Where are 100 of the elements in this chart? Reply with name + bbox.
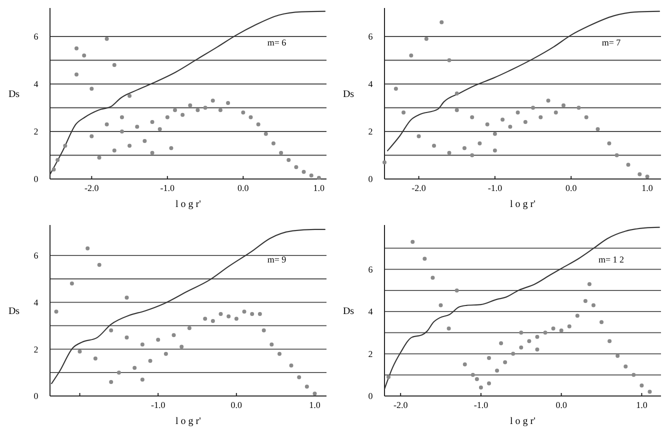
point <box>258 312 262 316</box>
point <box>172 108 177 112</box>
point <box>523 120 528 124</box>
point <box>462 362 467 366</box>
point <box>109 380 114 384</box>
point <box>543 330 548 335</box>
point <box>203 106 208 110</box>
point <box>90 86 94 91</box>
point <box>135 124 140 129</box>
point <box>410 240 415 244</box>
point <box>112 63 116 67</box>
point <box>148 358 152 363</box>
point <box>546 98 550 103</box>
point <box>447 58 452 62</box>
point <box>432 144 436 148</box>
line-series <box>384 226 660 390</box>
point <box>616 354 620 358</box>
point <box>250 312 254 316</box>
point <box>86 246 90 250</box>
point <box>531 106 536 110</box>
point <box>454 92 459 96</box>
y-tick-label: 4 <box>34 79 39 90</box>
point <box>562 103 566 108</box>
point <box>187 326 192 330</box>
point <box>485 122 490 126</box>
point <box>508 124 512 129</box>
y-tick-label: 0 <box>368 174 374 184</box>
point <box>302 170 306 174</box>
point <box>150 120 154 124</box>
point <box>516 110 520 114</box>
point <box>218 108 222 112</box>
y-tick-label: 0 <box>34 391 39 402</box>
point <box>169 146 174 150</box>
point <box>234 316 238 321</box>
point <box>438 303 443 308</box>
point <box>551 326 556 330</box>
x-tick-label: -1.0 <box>488 183 503 193</box>
x-tick-label: -1.0 <box>160 183 176 193</box>
annotation: m= 6 <box>267 38 287 48</box>
point <box>120 115 124 120</box>
point <box>559 328 564 333</box>
point <box>140 378 144 382</box>
y-axis-title: Ds <box>8 89 20 100</box>
point <box>142 139 147 143</box>
point <box>52 168 56 172</box>
point <box>226 314 231 318</box>
y-tick-label: 2 <box>368 348 373 359</box>
point <box>648 390 652 394</box>
x-axis-title: l o g r' <box>176 416 202 427</box>
point <box>172 333 176 338</box>
point <box>304 384 309 389</box>
y-tick-label: 2 <box>34 344 38 354</box>
y-tick-label: 2 <box>34 126 38 137</box>
x-tick-label: 1.0 <box>642 183 654 193</box>
point <box>203 316 208 321</box>
point <box>394 86 398 91</box>
point <box>104 36 109 41</box>
point <box>492 148 497 152</box>
point <box>158 127 162 132</box>
point <box>196 108 200 112</box>
point <box>242 310 246 314</box>
y-tick-label: 2 <box>368 126 373 137</box>
point <box>478 386 483 390</box>
point <box>63 144 68 148</box>
annotation: m= 7 <box>602 38 622 48</box>
y-tick-label: 0 <box>34 174 39 184</box>
point <box>447 150 452 155</box>
x-tick-label: -1.0 <box>150 400 166 410</box>
point <box>286 158 291 162</box>
point <box>128 94 132 98</box>
point <box>54 310 58 314</box>
y-tick-label: 0 <box>368 391 374 402</box>
point <box>624 364 628 368</box>
point <box>503 360 508 364</box>
point <box>56 158 60 162</box>
y-axis-title: Ds <box>342 306 354 317</box>
point <box>554 110 558 114</box>
point <box>116 370 121 375</box>
y-tick-label: 6 <box>34 32 39 42</box>
point <box>499 341 504 346</box>
point <box>596 127 600 132</box>
point <box>140 342 144 346</box>
point <box>440 20 444 24</box>
point <box>104 122 109 126</box>
line-series <box>49 10 326 176</box>
point <box>256 122 260 126</box>
point <box>462 146 466 150</box>
point <box>382 160 386 164</box>
point <box>188 103 192 108</box>
point <box>607 141 612 146</box>
point <box>486 381 491 386</box>
x-tick-label: 0.0 <box>565 183 578 193</box>
point <box>279 150 284 155</box>
point <box>109 328 114 332</box>
x-axis-title: l o g r' <box>510 416 536 427</box>
point <box>591 303 596 308</box>
y-tick-label: 4 <box>368 79 374 90</box>
point <box>474 377 479 382</box>
point <box>180 344 184 349</box>
point <box>297 375 302 380</box>
